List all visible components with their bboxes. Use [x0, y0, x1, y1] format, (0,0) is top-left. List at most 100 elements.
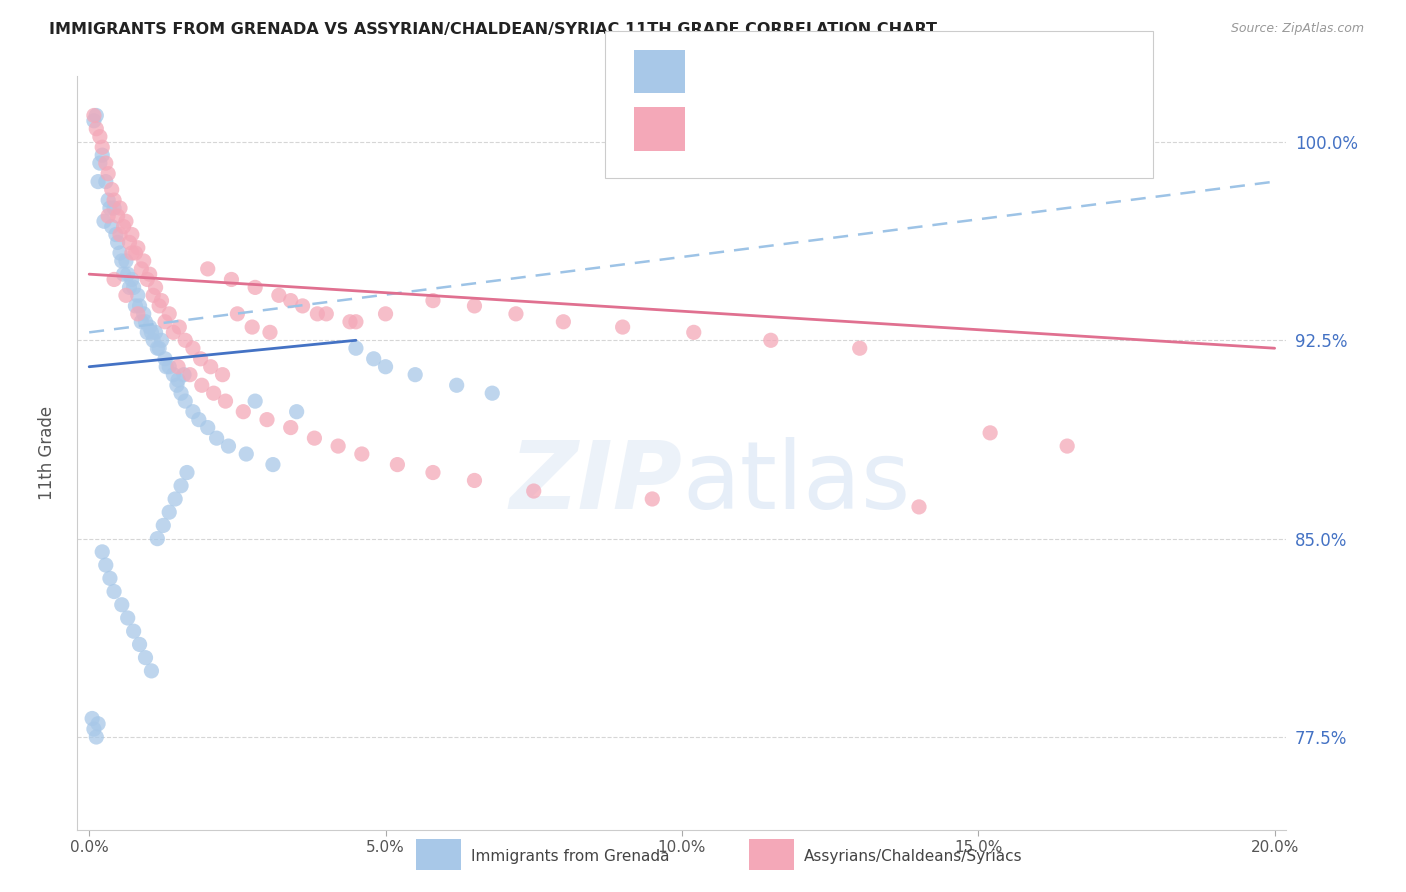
Point	[91, 545, 114, 559]
Point	[103, 584, 125, 599]
Point	[197, 420, 219, 434]
Point	[221, 272, 243, 286]
Point	[84, 730, 107, 744]
Point	[481, 386, 503, 401]
Text: R =: R =	[699, 120, 740, 139]
Point	[100, 219, 122, 234]
Point	[83, 722, 105, 736]
Point	[553, 315, 575, 329]
Point	[307, 307, 329, 321]
Text: Source: ZipAtlas.com: Source: ZipAtlas.com	[1230, 22, 1364, 36]
Point	[131, 261, 153, 276]
Point	[141, 326, 163, 340]
Text: N =: N =	[846, 62, 889, 81]
Text: IMMIGRANTS FROM GRENADA VS ASSYRIAN/CHALDEAN/SYRIAC 11TH GRADE CORRELATION CHART: IMMIGRANTS FROM GRENADA VS ASSYRIAN/CHAL…	[49, 22, 938, 37]
Point	[374, 359, 396, 374]
Point	[157, 505, 180, 519]
Point	[162, 326, 184, 340]
Y-axis label: 11th Grade: 11th Grade	[38, 406, 56, 500]
Point	[344, 315, 367, 329]
Point	[148, 299, 170, 313]
Point	[121, 227, 143, 242]
Point	[157, 307, 180, 321]
Point	[103, 272, 125, 286]
Point	[162, 368, 184, 382]
Point	[134, 315, 156, 329]
Point	[115, 288, 138, 302]
Point	[759, 333, 782, 347]
Text: Immigrants from Grenada: Immigrants from Grenada	[471, 849, 669, 863]
Point	[641, 491, 664, 506]
Point	[280, 293, 302, 308]
Point	[167, 359, 190, 374]
Point	[132, 307, 155, 321]
Point	[112, 219, 135, 234]
Point	[174, 333, 197, 347]
Point	[108, 246, 131, 260]
Point	[505, 307, 527, 321]
Point	[259, 326, 281, 340]
Point	[83, 108, 105, 122]
Point	[89, 156, 111, 170]
Point	[339, 315, 361, 329]
Point	[166, 378, 188, 392]
Point	[157, 359, 180, 374]
Point	[94, 156, 117, 170]
Point	[979, 425, 1001, 440]
Point	[146, 341, 169, 355]
Point	[131, 315, 153, 329]
Point	[181, 341, 204, 355]
Point	[422, 293, 444, 308]
Point	[136, 272, 159, 286]
Point	[112, 267, 135, 281]
Point	[111, 254, 134, 268]
Point	[127, 307, 149, 321]
Point	[82, 711, 104, 725]
Point	[122, 624, 145, 639]
Point	[145, 280, 167, 294]
Point	[148, 341, 170, 355]
Point	[103, 193, 125, 207]
Point	[262, 458, 284, 472]
Text: ZIP: ZIP	[509, 437, 682, 529]
Point	[1056, 439, 1078, 453]
Point	[218, 439, 240, 453]
Point	[232, 405, 254, 419]
Point	[304, 431, 326, 445]
Point	[315, 307, 337, 321]
Point	[682, 326, 704, 340]
Point	[128, 637, 150, 651]
Point	[173, 368, 195, 382]
Text: 80: 80	[903, 120, 928, 139]
Point	[107, 209, 129, 223]
Point	[127, 241, 149, 255]
Point	[124, 299, 146, 313]
Point	[121, 272, 143, 286]
Point	[155, 359, 177, 374]
Point	[463, 474, 485, 488]
Point	[118, 235, 141, 250]
Point	[153, 315, 176, 329]
Point	[190, 351, 212, 366]
Point	[89, 129, 111, 144]
Point	[612, 320, 634, 334]
Point	[256, 412, 278, 426]
Point	[214, 394, 236, 409]
Point	[122, 280, 145, 294]
Point	[103, 201, 125, 215]
Point	[124, 246, 146, 260]
Text: -0.145: -0.145	[755, 120, 821, 139]
Point	[404, 368, 426, 382]
Point	[118, 280, 141, 294]
Text: R =: R =	[699, 62, 740, 81]
Point	[197, 261, 219, 276]
Point	[115, 254, 138, 268]
Point	[91, 140, 114, 154]
Point	[97, 193, 120, 207]
Point	[326, 439, 349, 453]
Text: N =: N =	[846, 120, 889, 139]
Point	[422, 466, 444, 480]
Point	[111, 598, 134, 612]
Point	[138, 267, 160, 281]
Point	[145, 326, 167, 340]
